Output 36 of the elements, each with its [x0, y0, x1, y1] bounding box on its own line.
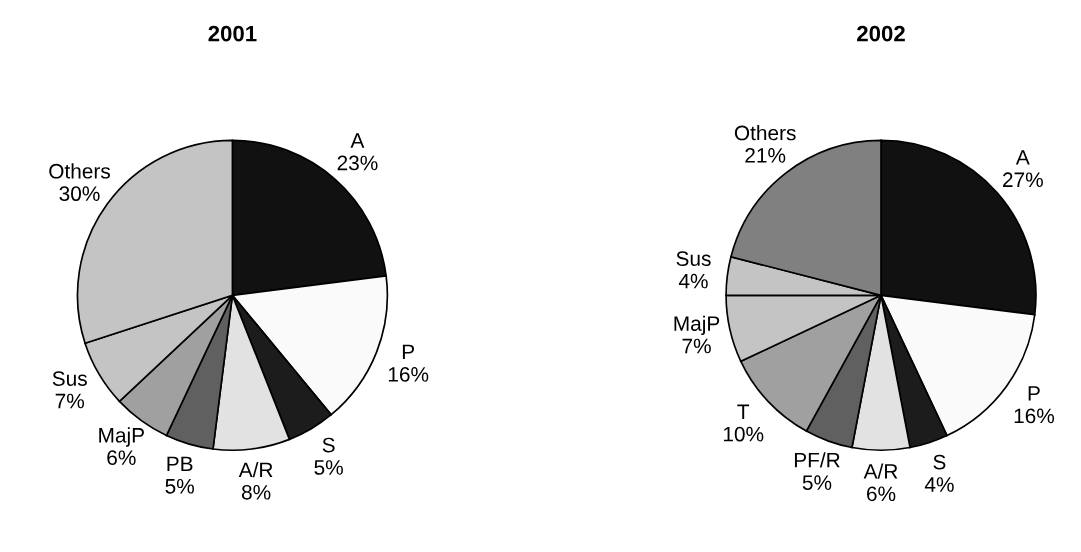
slice-label: P — [1028, 386, 1040, 401]
data-label: 16% — [388, 366, 429, 382]
data-label: 23% — [337, 155, 378, 171]
data-label: 5% — [802, 475, 832, 490]
data-label: 8% — [241, 484, 271, 500]
data-label: 27% — [1003, 172, 1043, 188]
slice-label: S — [933, 454, 946, 470]
slice-label: S — [322, 437, 335, 453]
slice-label: Sus — [52, 371, 87, 386]
slice-label: A/R — [863, 463, 898, 479]
slice-label: A — [1015, 150, 1030, 165]
data-label: 6% — [107, 450, 136, 466]
slice-label: T — [737, 404, 750, 419]
slice-label: Others — [734, 125, 796, 141]
data-label: 30% — [59, 186, 100, 202]
data-label: 6% — [867, 486, 896, 502]
data-label: 4% — [924, 477, 954, 492]
data-label: 7% — [682, 338, 711, 354]
slice-label: A — [350, 133, 365, 148]
chart-title: 2001 — [208, 25, 257, 42]
data-label: 16% — [1014, 408, 1055, 424]
data-label: 10% — [723, 426, 764, 442]
data-label: 21% — [745, 148, 786, 163]
slice-label: MajP — [99, 427, 144, 447]
slice-label: Others — [49, 163, 110, 179]
slice-label: A/R — [238, 461, 273, 478]
slice-label: P — [402, 344, 415, 360]
data-label: 5% — [165, 479, 194, 494]
data-label: 5% — [314, 460, 343, 475]
chart-title: 2002 — [857, 25, 905, 42]
data-label: 7% — [55, 393, 85, 409]
slice-label: PB — [167, 456, 193, 472]
slice-label: Sus — [676, 251, 711, 266]
slice-label: PF/R — [794, 452, 840, 468]
slice-label: MajP — [674, 315, 720, 336]
data-label: 4% — [678, 273, 708, 289]
